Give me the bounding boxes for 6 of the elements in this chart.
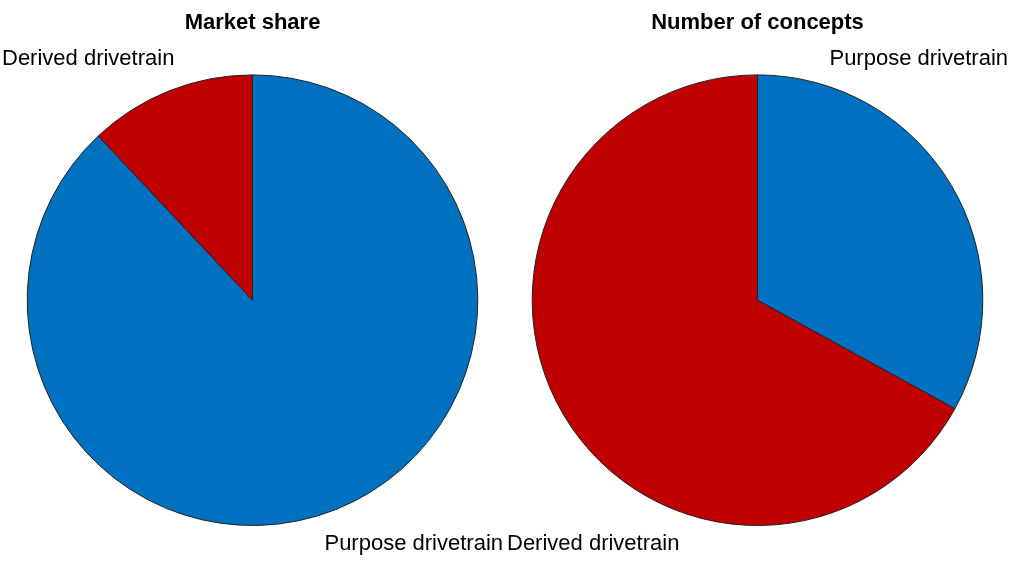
slice-label: Purpose drivetrain: [324, 529, 504, 555]
slice-label: Derived drivetrain: [507, 529, 680, 555]
chart-title: Number of concepts: [651, 9, 864, 35]
chart-title: Market share: [184, 9, 321, 35]
slice-label: Purpose drivetrain: [829, 44, 1009, 70]
slice-label: Derived drivetrain: [2, 44, 175, 70]
